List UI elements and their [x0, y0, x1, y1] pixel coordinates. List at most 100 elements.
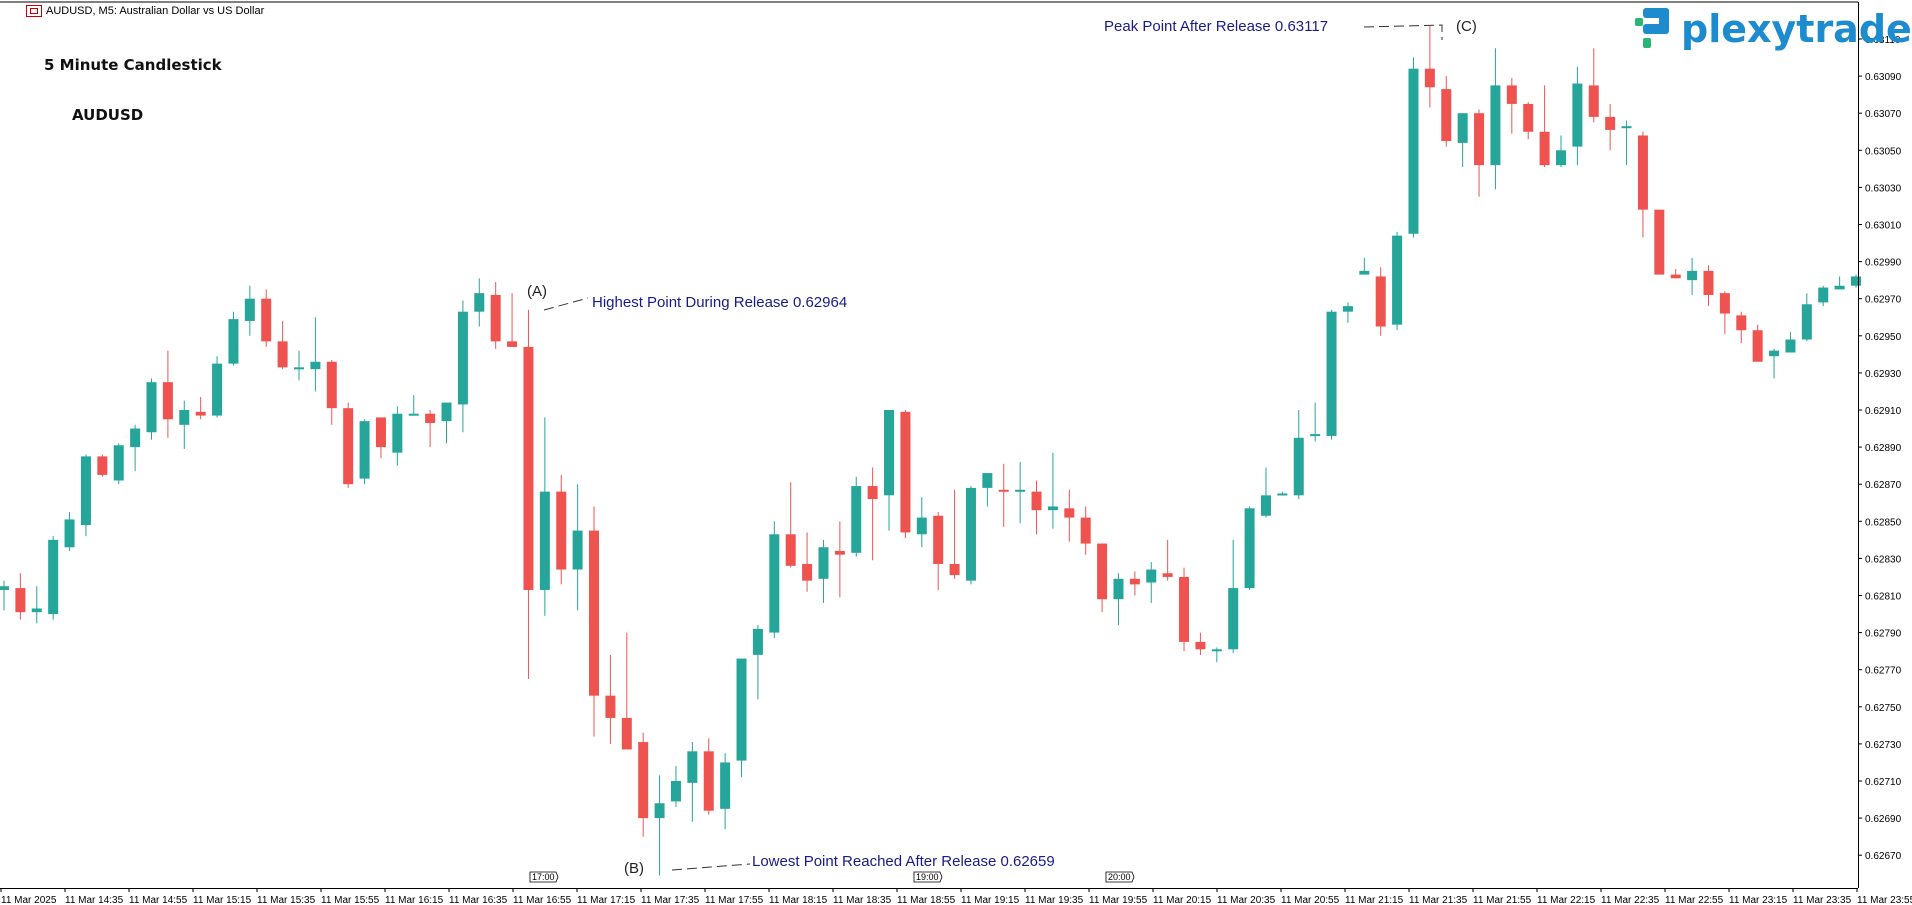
candle-body — [457, 311, 468, 405]
candle — [1129, 571, 1140, 596]
candle-body — [556, 491, 567, 570]
annotation-b-line — [671, 863, 751, 871]
candle — [1113, 573, 1124, 626]
candle — [1801, 293, 1812, 342]
x-tick-label: 11 Mar 17:35 — [641, 895, 700, 905]
candle — [802, 532, 813, 592]
y-tick-label: 0.63030 — [1865, 183, 1902, 194]
candle-body — [687, 751, 698, 783]
y-tick-label: 0.62690 — [1865, 814, 1902, 825]
candle — [1736, 311, 1747, 344]
candle — [1851, 274, 1861, 288]
candle — [408, 395, 419, 416]
candle — [1506, 77, 1517, 134]
candle — [64, 512, 75, 551]
y-tick-label: 0.62950 — [1865, 332, 1902, 343]
y-tick-label: 0.62790 — [1865, 629, 1902, 640]
candle — [1342, 302, 1353, 323]
candle-body — [1228, 588, 1239, 650]
candle-body — [670, 781, 681, 802]
candle — [441, 402, 452, 444]
candle — [1555, 135, 1566, 167]
annotation-a: Highest Point During Release 0.62964 — [592, 294, 848, 311]
candle — [638, 732, 649, 837]
annotation-a-line — [543, 297, 589, 311]
candle-body — [834, 550, 845, 555]
x-tick-label: 11 Mar 20:15 — [1153, 895, 1212, 905]
candle-body — [1244, 508, 1255, 589]
x-tick-label: 11 Mar 15:15 — [193, 895, 252, 905]
plexytrade-logo: plexytrade — [1633, 6, 1912, 52]
candle-body — [162, 382, 173, 420]
candle-body — [1015, 489, 1026, 492]
candle-body — [1195, 641, 1206, 650]
candle-body — [326, 361, 337, 409]
candle-body — [572, 530, 583, 570]
candle-body — [1555, 150, 1566, 166]
marker-c: (C) — [1456, 18, 1477, 35]
candle-body — [343, 408, 354, 485]
candle-body — [720, 762, 731, 809]
time-marker-label: 19:00 — [916, 872, 939, 882]
candle-body — [1113, 578, 1124, 600]
candle-body — [703, 751, 714, 811]
y-tick-label: 0.62930 — [1865, 369, 1902, 380]
y-tick-label: 0.63110 — [1865, 35, 1901, 46]
candle-body — [15, 588, 26, 613]
y-tick-label: 0.62890 — [1865, 443, 1902, 454]
candle — [1539, 85, 1550, 167]
window-title: AUDUSD, M5: Australian Dollar vs US Doll… — [26, 5, 264, 17]
candle — [1359, 257, 1370, 275]
candle-body — [146, 382, 157, 433]
y-tick-label: 0.62710 — [1865, 777, 1902, 788]
x-tick-label: 11 Mar 18:35 — [833, 895, 892, 905]
candle-body — [1359, 270, 1370, 275]
x-tick-label: 11 Mar 20:55 — [1281, 895, 1340, 905]
candles-layer — [0, 26, 1861, 876]
candle — [900, 410, 911, 538]
candle-body — [1474, 113, 1485, 166]
x-tick-label: 11 Mar 19:15 — [961, 895, 1020, 905]
x-tick-label: 11 Mar 19:35 — [1025, 895, 1084, 905]
candle — [0, 580, 9, 611]
candle-body — [1588, 85, 1599, 117]
candle — [179, 400, 190, 449]
candle-body — [1621, 126, 1632, 129]
time-marker: 17:00 — [529, 871, 559, 883]
candle-body — [277, 341, 288, 368]
candle — [31, 586, 42, 624]
candle — [425, 410, 436, 448]
candle — [1162, 539, 1173, 581]
candle-body — [1097, 543, 1108, 600]
candle-body — [1851, 276, 1861, 286]
y-tick-label: 0.62850 — [1865, 517, 1902, 528]
candle — [1670, 269, 1681, 279]
candle-body — [1654, 209, 1665, 275]
x-tick-label: 11 Mar 18:55 — [897, 895, 956, 905]
candle-body — [490, 294, 501, 342]
candle — [1097, 543, 1108, 613]
x-tick-label: 11 Mar 16:15 — [385, 895, 444, 905]
candle-body — [736, 658, 747, 761]
candle — [1457, 113, 1468, 167]
candle-body — [1834, 285, 1845, 290]
candle-body — [1736, 315, 1747, 331]
candle-body — [392, 413, 403, 453]
y-tick-label: 0.62770 — [1865, 666, 1902, 677]
candle-body — [1801, 304, 1812, 340]
x-tick-label: 11 Mar 23:15 — [1729, 895, 1788, 905]
x-tick-label: 11 Mar 22:15 — [1537, 895, 1596, 905]
candle — [670, 766, 681, 807]
candle — [884, 410, 895, 531]
candle-body — [1572, 83, 1583, 147]
candle — [277, 320, 288, 370]
candle — [703, 738, 714, 815]
candle — [687, 742, 698, 822]
candle-body — [1703, 270, 1714, 295]
time-marker-label: 17:00 — [532, 872, 555, 882]
marker-a: (A) — [527, 283, 547, 300]
candle — [1523, 102, 1534, 140]
candle — [589, 506, 600, 737]
